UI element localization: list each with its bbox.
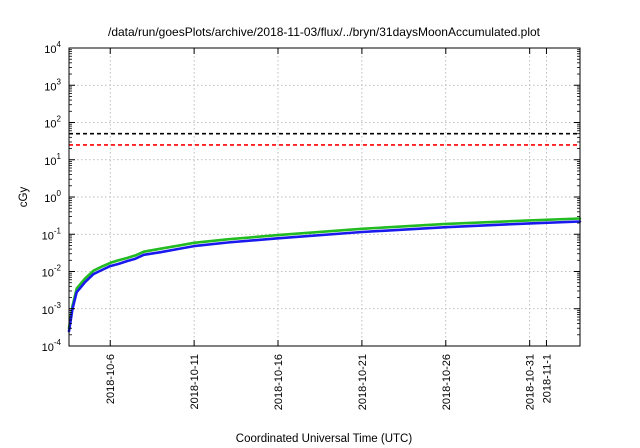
y-tick-label: 10-4 — [42, 338, 62, 354]
y-tick-label: 104 — [44, 40, 61, 56]
x-tick-label: 2018-10-6 — [105, 354, 117, 404]
y-tick-label: 103 — [44, 77, 61, 93]
chart-title: /data/run/goesPlots/archive/2018-11-03/f… — [108, 25, 541, 39]
x-tick-label: 2018-10-11 — [189, 354, 201, 409]
y-tick-label: 10-3 — [42, 301, 62, 317]
y-tick-label: 100 — [44, 189, 61, 205]
y-axis-label: cGy — [18, 187, 30, 208]
x-axis-ticks: 2018-10-6 2018-10-11 2018-10-16 2018-10-21 2… — [105, 48, 553, 410]
series-line — [67, 220, 582, 333]
y-tick-label: 101 — [44, 152, 61, 168]
y-tick-label: 10-1 — [42, 226, 62, 242]
series-line — [67, 217, 582, 330]
x-tick-label: 2018-10-21 — [357, 354, 369, 410]
data-series — [67, 217, 582, 333]
x-axis-label: Coordinated Universal Time (UTC) — [236, 433, 413, 445]
x-tick-label: 2018-10-31 — [525, 354, 537, 410]
y-axis-ticks: 10-4 10-3 10-2 10-1 100 101 102 103 104 — [42, 40, 580, 354]
y-tick-label: 102 — [44, 115, 61, 131]
x-tick-label: 2018-10-26 — [441, 354, 453, 410]
x-tick-label: 2018-11-1 — [541, 354, 553, 403]
grid-lines — [69, 48, 580, 346]
reference-lines — [69, 132, 580, 146]
x-tick-label: 2018-10-16 — [273, 354, 285, 410]
y-tick-label: 10-2 — [42, 264, 62, 280]
